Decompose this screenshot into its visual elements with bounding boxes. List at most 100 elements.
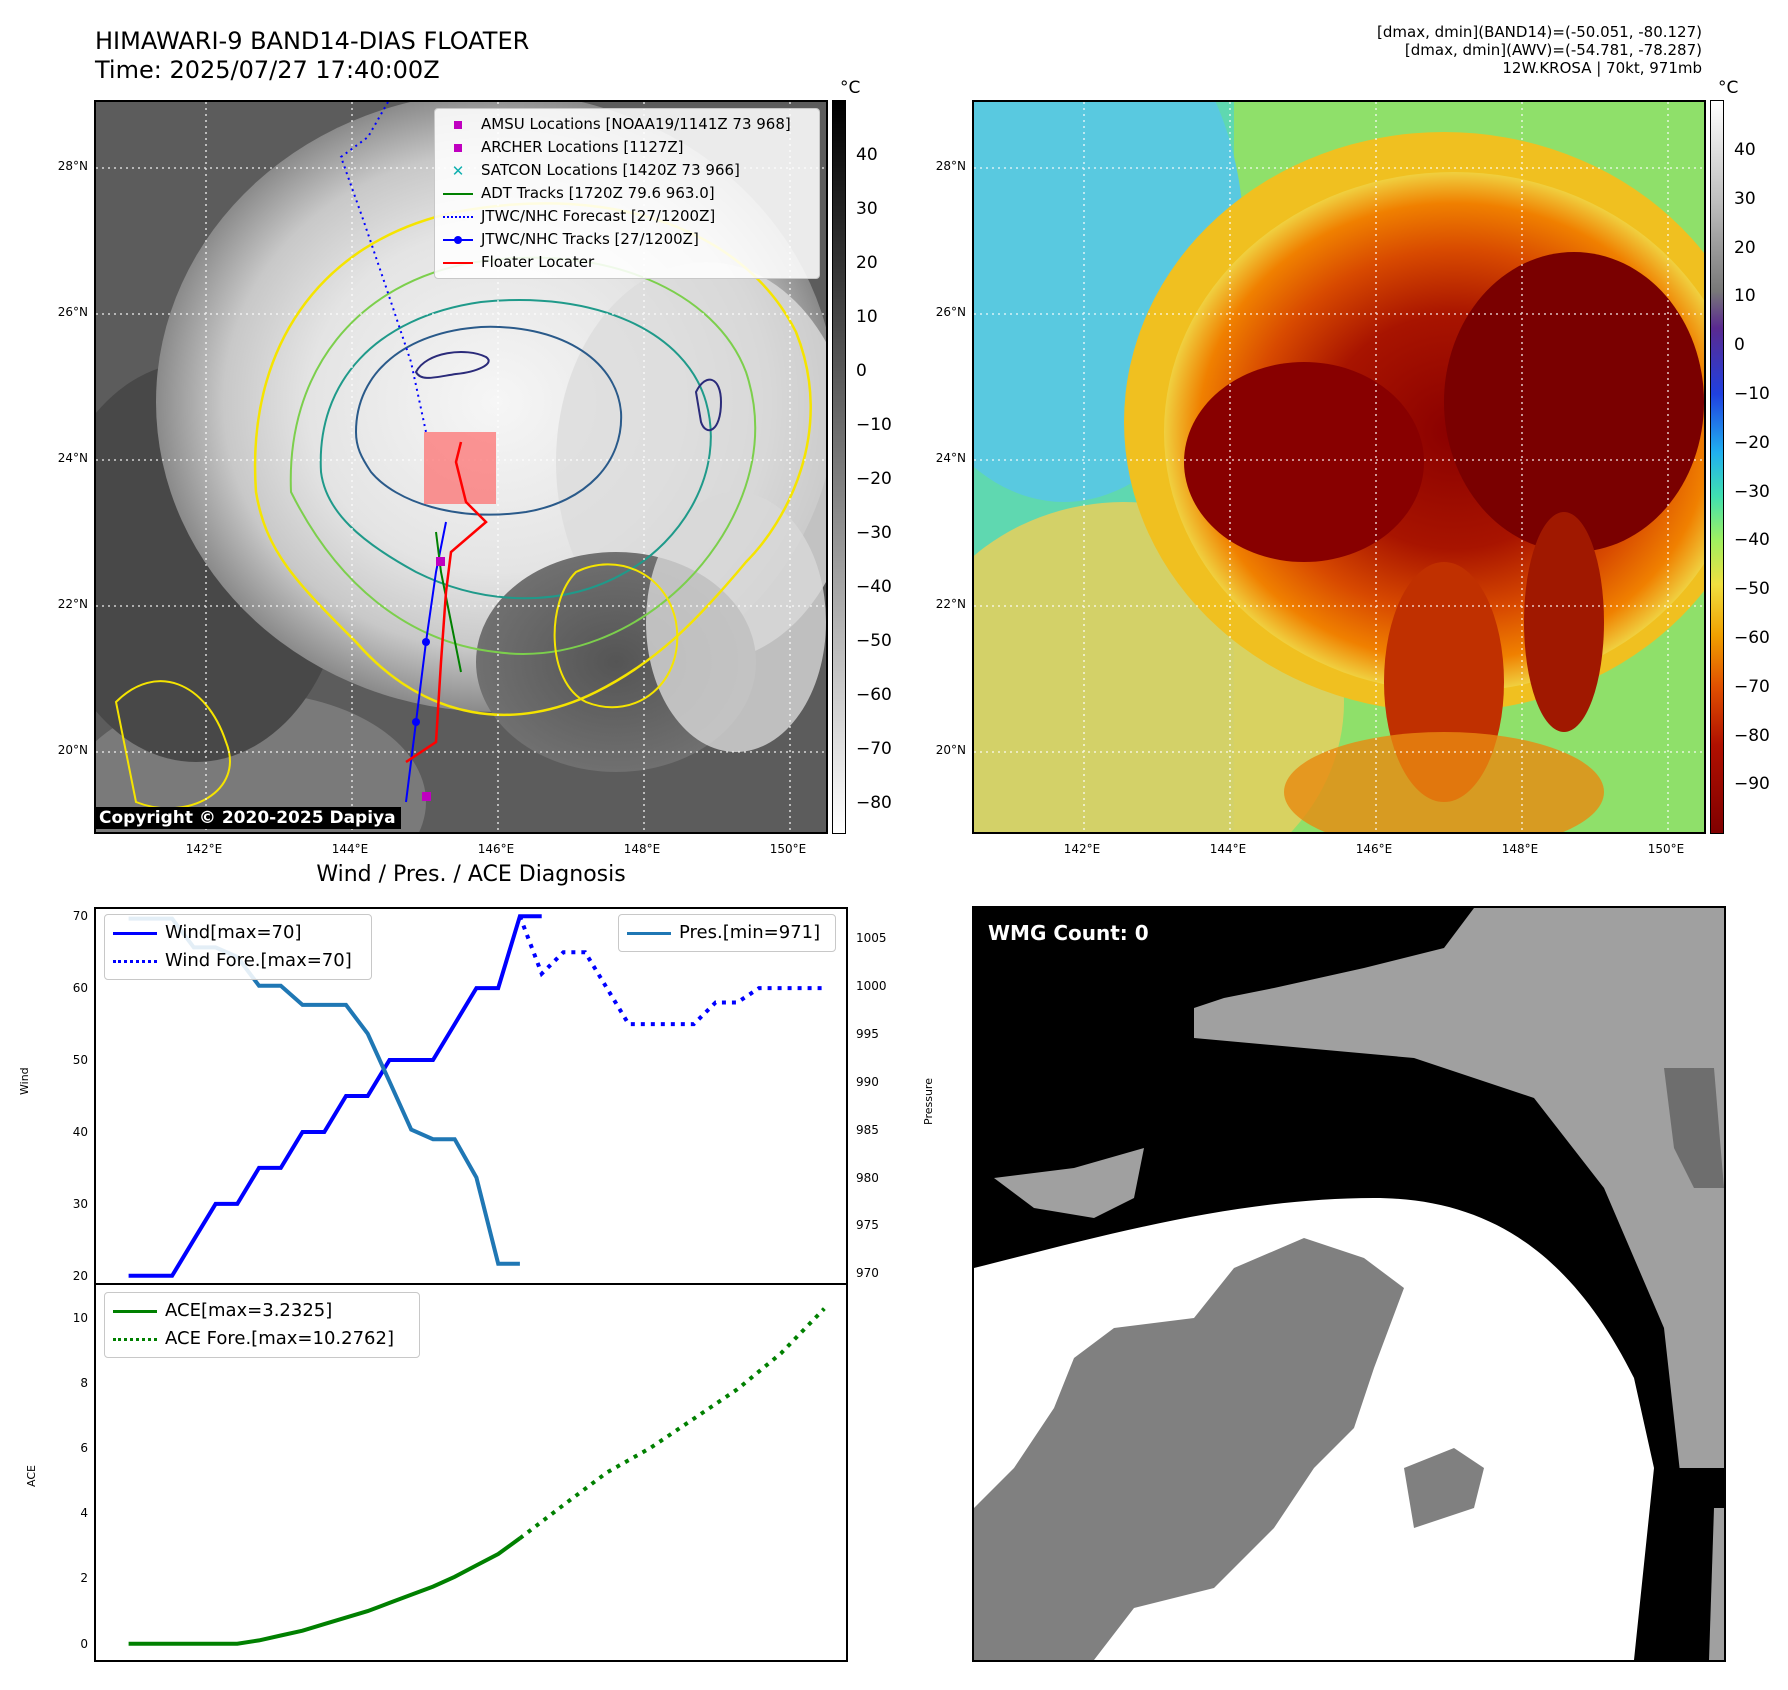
colorbar-tick: −90 — [1734, 774, 1770, 795]
pressure-tick: 1000 — [856, 978, 887, 993]
lat-label: 24°N — [935, 451, 966, 465]
colorbar-tick: 0 — [1734, 335, 1745, 356]
info-line-3: 12W.KROSA | 70kt, 971mb — [1502, 59, 1702, 77]
colorbar-tick: 20 — [856, 253, 878, 273]
lat-label: 20°N — [57, 743, 88, 757]
colorbar-tick: −70 — [1734, 676, 1770, 697]
color-colorbar — [1710, 100, 1724, 834]
ace-tick: 6 — [80, 1441, 88, 1456]
lon-label: 148°E — [623, 842, 661, 856]
colorbar-tick: −50 — [1734, 579, 1770, 600]
gray-colorbar — [832, 100, 846, 834]
colorbar-tick: −40 — [1734, 530, 1770, 551]
wind-tick: 40 — [72, 1124, 88, 1139]
wmg-panel — [972, 906, 1726, 1662]
series-line-wind-max- — [128, 914, 542, 1278]
dotted-line-icon — [113, 954, 157, 968]
colorbar-tick: −10 — [1734, 384, 1770, 404]
gray-colorbar-unit: °C — [840, 78, 861, 98]
legend-item-tracks: JTWC/NHC Tracks [27/1200Z] — [443, 228, 811, 251]
series-line-ace-fore-max- — [518, 1307, 826, 1540]
lat-label: 26°N — [935, 305, 966, 319]
info-line-1: [dmax, dmin](BAND14)=(-50.051, -80.127) — [1377, 23, 1702, 41]
lon-label: 142°E — [185, 842, 223, 856]
colorbar-tick: 20 — [1734, 237, 1756, 258]
lat-label: 22°N — [57, 597, 88, 611]
colorbar-tick: −30 — [1734, 481, 1770, 502]
dotted-line-icon — [443, 210, 473, 224]
copyright-badge: Copyright © 2020-2025 Dapiya — [94, 807, 401, 829]
color-map-panel — [972, 100, 1706, 834]
ace-tick: 8 — [80, 1375, 88, 1390]
lon-label: 150°E — [1647, 842, 1685, 856]
legend-pressure: Pres.[min=971] — [627, 919, 827, 947]
wind-tick: 50 — [72, 1053, 88, 1068]
lon-label: 142°E — [1063, 842, 1101, 856]
title-line-2: Time: 2025/07/27 17:40:00Z — [95, 56, 440, 84]
colorbar-tick: −10 — [856, 415, 892, 435]
colorbar-tick: −60 — [856, 685, 892, 705]
colorbar-tick: −30 — [856, 523, 892, 543]
colorbar-tick: −50 — [856, 631, 892, 651]
pressure-tick: 980 — [856, 1170, 879, 1185]
colorbar-tick: −80 — [1734, 725, 1770, 746]
pressure-tick: 970 — [856, 1266, 879, 1281]
ace-tick: 0 — [80, 1636, 88, 1651]
ace-svg — [128, 1307, 826, 1646]
colorbar-tick: −20 — [856, 469, 892, 489]
ace-tick: 10 — [72, 1310, 88, 1325]
dotted-line-icon — [113, 1332, 157, 1346]
title-line-1: HIMAWARI-9 BAND14-DIAS FLOATER — [95, 27, 530, 55]
info-block: [dmax, dmin](BAND14)=(-50.051, -80.127) … — [1377, 23, 1702, 77]
colorbar-tick: 10 — [856, 307, 878, 327]
lon-label: 150°E — [769, 842, 807, 856]
color-colorbar-unit: °C — [1718, 78, 1739, 98]
pressure-tick: 985 — [856, 1122, 879, 1137]
ace-plot — [94, 1283, 848, 1662]
colorbar-tick: 30 — [1734, 188, 1756, 209]
colorbar-tick: −40 — [856, 577, 892, 597]
map-legend: AMSU Locations [NOAA19/1141Z 73 968] ARC… — [434, 108, 820, 279]
wmg-mask-image — [974, 908, 1724, 1660]
wind-tick: 60 — [72, 981, 88, 996]
wmg-count-badge: WMG Count: 0 — [982, 918, 1155, 948]
pressure-tick: 990 — [856, 1074, 879, 1089]
pressure-axis-label: Pressure — [922, 1078, 935, 1125]
ace-tick: 4 — [80, 1506, 88, 1521]
legend-item-floater: Floater Locater — [443, 251, 811, 274]
lat-label: 24°N — [57, 451, 88, 465]
solid-line-icon — [627, 926, 671, 940]
lon-label: 144°E — [1209, 842, 1247, 856]
wind-tick: 70 — [72, 909, 88, 924]
colorbar-tick: −60 — [1734, 628, 1770, 648]
colorbar-tick: −20 — [1734, 432, 1770, 453]
colorbar-tick: 40 — [856, 145, 878, 165]
lon-label: 144°E — [331, 842, 369, 856]
ace-axis-label: ACE — [25, 1465, 38, 1487]
legend-item-archer: ARCHER Locations [1127Z] — [443, 136, 811, 159]
colorbar-tick: 10 — [1734, 286, 1756, 307]
solid-line-icon — [113, 926, 157, 940]
diagnosis-title: Wind / Pres. / ACE Diagnosis — [316, 862, 626, 887]
legend-item-forecast: JTWC/NHC Forecast [27/1200Z] — [443, 205, 811, 228]
legend-wind-fore: Wind Fore.[max=70] — [113, 947, 363, 975]
legend-wind: Wind[max=70] — [113, 919, 363, 947]
ace-tick: 2 — [80, 1571, 88, 1586]
wind-tick: 30 — [72, 1196, 88, 1211]
lat-label: 26°N — [57, 305, 88, 319]
lat-label: 20°N — [935, 743, 966, 757]
lon-label: 146°E — [477, 842, 515, 856]
color-map-image — [974, 102, 1704, 832]
legend-item-adt: ADT Tracks [1720Z 79.6 963.0] — [443, 182, 811, 205]
wmg-count-text: WMG Count: 0 — [982, 918, 1155, 948]
copyright-text: Copyright © 2020-2025 Dapiya — [94, 807, 401, 829]
legend-item-satcon: ✕ SATCON Locations [1420Z 73 966] — [443, 159, 811, 182]
square-marker-icon — [443, 118, 473, 132]
legend-item-amsu: AMSU Locations [NOAA19/1141Z 73 968] — [443, 113, 811, 136]
pressure-tick: 975 — [856, 1218, 879, 1233]
colorbar-tick: 0 — [856, 361, 867, 381]
line-marker-icon — [443, 187, 473, 201]
pressure-tick: 1005 — [856, 930, 887, 945]
ace-legend: ACE[max=3.2325] ACE Fore.[max=10.2762] — [104, 1292, 420, 1358]
pressure-tick: 995 — [856, 1026, 879, 1041]
